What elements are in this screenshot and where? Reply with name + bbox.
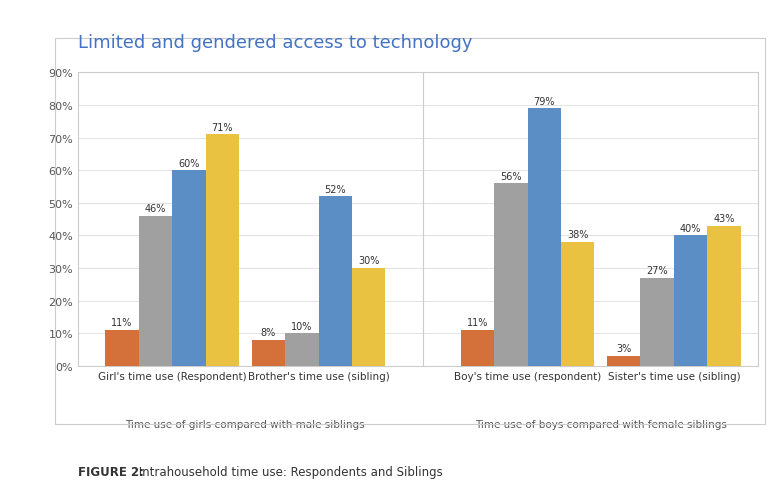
Text: Intrahousehold time use: Respondents and Siblings: Intrahousehold time use: Respondents and… <box>135 465 443 478</box>
Bar <box>105 330 139 366</box>
Bar <box>461 330 494 366</box>
Text: 46%: 46% <box>144 204 166 214</box>
Text: 56%: 56% <box>500 171 522 181</box>
Text: 38%: 38% <box>567 230 588 240</box>
Bar <box>708 226 741 366</box>
Text: 52%: 52% <box>324 184 346 194</box>
Bar <box>319 197 352 366</box>
Bar <box>285 333 319 366</box>
Text: Time use of boys compared with female siblings: Time use of boys compared with female si… <box>475 419 726 428</box>
Bar <box>607 356 640 366</box>
Bar <box>251 340 285 366</box>
Text: 3%: 3% <box>616 344 631 354</box>
Text: 71%: 71% <box>212 122 233 132</box>
Bar <box>674 236 708 366</box>
Bar <box>494 184 528 366</box>
Bar <box>172 171 205 366</box>
Bar <box>139 216 172 366</box>
Text: 11%: 11% <box>112 318 133 327</box>
Text: 27%: 27% <box>647 265 668 276</box>
Text: 60%: 60% <box>178 158 200 168</box>
Bar <box>205 135 239 366</box>
Text: 11%: 11% <box>467 318 488 327</box>
Text: 43%: 43% <box>713 214 735 224</box>
Text: FIGURE 2:: FIGURE 2: <box>78 465 144 478</box>
Text: 10%: 10% <box>291 321 312 331</box>
Bar <box>352 268 386 366</box>
Bar <box>528 109 561 366</box>
Text: 79%: 79% <box>533 97 555 106</box>
Text: Limited and gendered access to technology: Limited and gendered access to technolog… <box>78 34 473 52</box>
Text: 30%: 30% <box>358 256 380 266</box>
Text: 40%: 40% <box>680 224 701 233</box>
Text: Time use of girls compared with male siblings: Time use of girls compared with male sib… <box>126 419 366 428</box>
Text: 8%: 8% <box>261 327 276 337</box>
Bar <box>561 243 594 366</box>
Bar <box>640 278 674 366</box>
